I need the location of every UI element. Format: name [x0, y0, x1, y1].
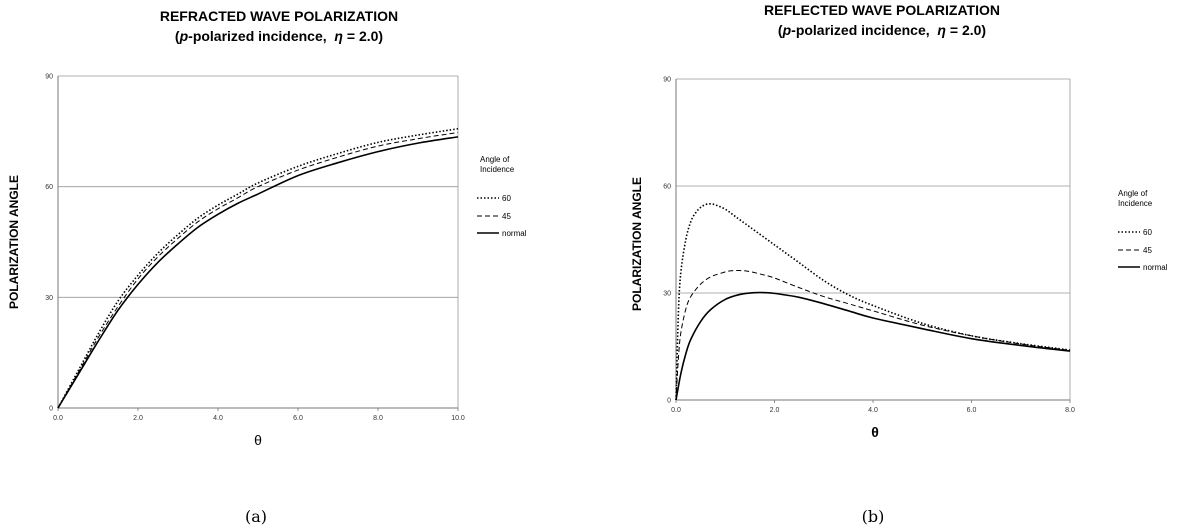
chart-a-legend-label-45: 45	[502, 212, 511, 221]
chart-a-y-axis-label: POLARIZATION ANGLE	[7, 175, 21, 309]
chart-b-series-normal	[675, 291, 1071, 401]
chart-a-series-45	[57, 131, 459, 409]
chart-a-legend-label-normal: normal	[502, 229, 527, 238]
chart-b-y-axis-label: POLARIZATION ANGLE	[630, 177, 644, 311]
chart-a-x-tick-label: 2.0	[133, 415, 143, 422]
chart-b-x-tick-label: 0.0	[671, 407, 681, 414]
panel-a-caption: (a)	[245, 507, 267, 526]
chart-b-legend: Angle of Incidence 60 45 normal	[1118, 189, 1168, 272]
chart-b-legend-title-line2: Incidence	[1118, 199, 1153, 208]
chart-a-legend-title-line1: Angle of	[480, 155, 510, 164]
chart-a-y-tick-label: 0	[49, 406, 53, 413]
chart-a-y-tick-label: 60	[45, 184, 53, 191]
chart-b-x-tick-label: 4.0	[868, 407, 878, 414]
chart-a-x-tick-label: 6.0	[293, 415, 303, 422]
chart-refracted: REFRACTED WAVE POLARIZATION (p-polarized…	[7, 8, 527, 526]
chart-a-x-tick-label: 10.0	[451, 415, 465, 422]
chart-a-x-tick-label: 0.0	[53, 415, 63, 422]
chart-a-legend-title-line2: Incidence	[480, 165, 515, 174]
chart-a-title-line2: (p-polarized incidence, η = 2.0)	[175, 28, 383, 44]
chart-b-legend-title-line1: Angle of	[1118, 189, 1148, 198]
chart-b-x-axis-label: θ	[871, 424, 879, 440]
chart-a-y-tick-label: 90	[45, 74, 53, 81]
chart-a-series-normal	[57, 136, 459, 409]
chart-b-x-tick-label: 6.0	[967, 407, 977, 414]
chart-b-y-tick-label: 0	[667, 398, 671, 405]
chart-a-y-tick-label: 30	[45, 295, 53, 302]
chart-b-legend-label-45: 45	[1143, 246, 1152, 255]
chart-a-legend: Angle of Incidence 60 45 normal	[477, 155, 527, 238]
chart-b-legend-label-normal: normal	[1143, 263, 1168, 272]
chart-b-x-tick-label: 8.0	[1065, 407, 1075, 414]
chart-a-legend-label-60: 60	[502, 194, 511, 203]
chart-b-legend-label-60: 60	[1143, 228, 1152, 237]
chart-b-title-line1: REFLECTED WAVE POLARIZATION	[764, 2, 1000, 18]
chart-b-series-45	[675, 269, 1071, 401]
chart-b-series-60	[675, 203, 1071, 401]
chart-b-title-line2: (p-polarized incidence, η = 2.0)	[778, 22, 986, 38]
panel-b-caption: (b)	[862, 507, 885, 526]
chart-reflected: REFLECTED WAVE POLARIZATION (p-polarized…	[630, 2, 1168, 526]
chart-b-x-tick-label: 2.0	[770, 407, 780, 414]
chart-a-x-tick-label: 8.0	[373, 415, 383, 422]
chart-a-title-line1: REFRACTED WAVE POLARIZATION	[160, 8, 398, 24]
chart-b-y-tick-label: 60	[663, 184, 671, 191]
chart-b-y-tick-label: 30	[663, 291, 671, 298]
chart-b-y-tick-label: 90	[663, 77, 671, 84]
chart-a-x-tick-label: 4.0	[213, 415, 223, 422]
chart-a-series-60	[57, 127, 459, 409]
chart-a-x-axis-label: θ	[254, 432, 262, 448]
